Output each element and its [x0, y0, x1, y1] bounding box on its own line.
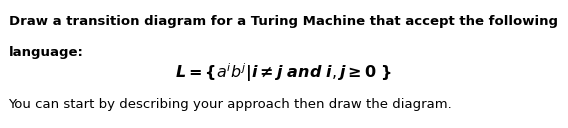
Text: $\boldsymbol{L = \{a^ib^j|i \neq j\ and\ i,j \geq 0\ \}}$: $\boldsymbol{L = \{a^ib^j|i \neq j\ and\…	[176, 61, 392, 84]
Text: language:: language:	[9, 46, 83, 59]
Text: Draw a transition diagram for a Turing Machine that accept the following: Draw a transition diagram for a Turing M…	[9, 15, 558, 28]
Text: You can start by describing your approach then draw the diagram.: You can start by describing your approac…	[9, 98, 452, 111]
